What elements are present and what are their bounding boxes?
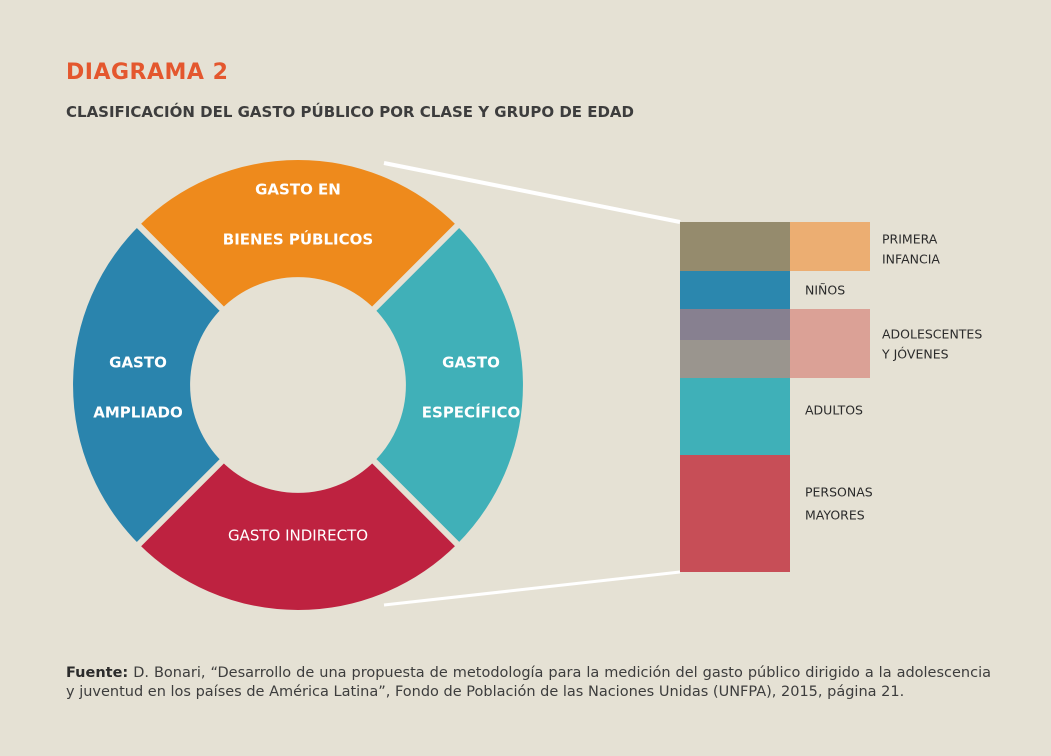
segment-label: AMPLIADO <box>93 404 182 422</box>
bar-block <box>680 378 790 455</box>
segment-label: GASTO <box>109 354 167 372</box>
connector <box>383 161 681 224</box>
group-label: ADULTOS <box>805 403 863 418</box>
segment-extended <box>67 219 229 551</box>
title: DIAGRAMA 2 <box>66 60 229 85</box>
bar-block <box>680 271 790 309</box>
group-label: Y JÓVENES <box>881 347 949 362</box>
bar-block <box>680 309 790 340</box>
segment-public-goods <box>132 154 464 316</box>
source-text: D. Bonari, “Desarrollo de una propuesta … <box>66 665 992 700</box>
group-label: ADOLESCENTES <box>882 327 982 342</box>
segment-label: GASTO INDIRECTO <box>228 527 368 545</box>
bar-block <box>790 309 870 378</box>
segment-label: GASTO <box>442 354 500 372</box>
group-label: MAYORES <box>805 508 865 523</box>
connector <box>383 570 681 607</box>
source-label: Fuente: <box>66 665 129 681</box>
bar-block <box>680 455 790 572</box>
segment-label: ESPECÍFICO <box>422 403 520 422</box>
bar-block <box>790 222 870 271</box>
segment-label: BIENES PÚBLICOS <box>223 230 373 249</box>
group-label: PRIMERA <box>882 232 938 247</box>
segment-label: GASTO EN <box>255 181 341 199</box>
group-label: INFANCIA <box>882 252 940 267</box>
bar-block <box>680 340 790 378</box>
group-label: NIÑOS <box>805 283 845 298</box>
bar-block <box>680 222 790 271</box>
segment-indirect <box>132 454 464 616</box>
group-label: PERSONAS <box>805 485 873 500</box>
segment-specific <box>367 219 529 551</box>
subtitle: CLASIFICACIÓN DEL GASTO PÚBLICO POR CLAS… <box>66 103 634 121</box>
source-note: Fuente: D. Bonari, “Desarrollo de una pr… <box>66 664 991 702</box>
